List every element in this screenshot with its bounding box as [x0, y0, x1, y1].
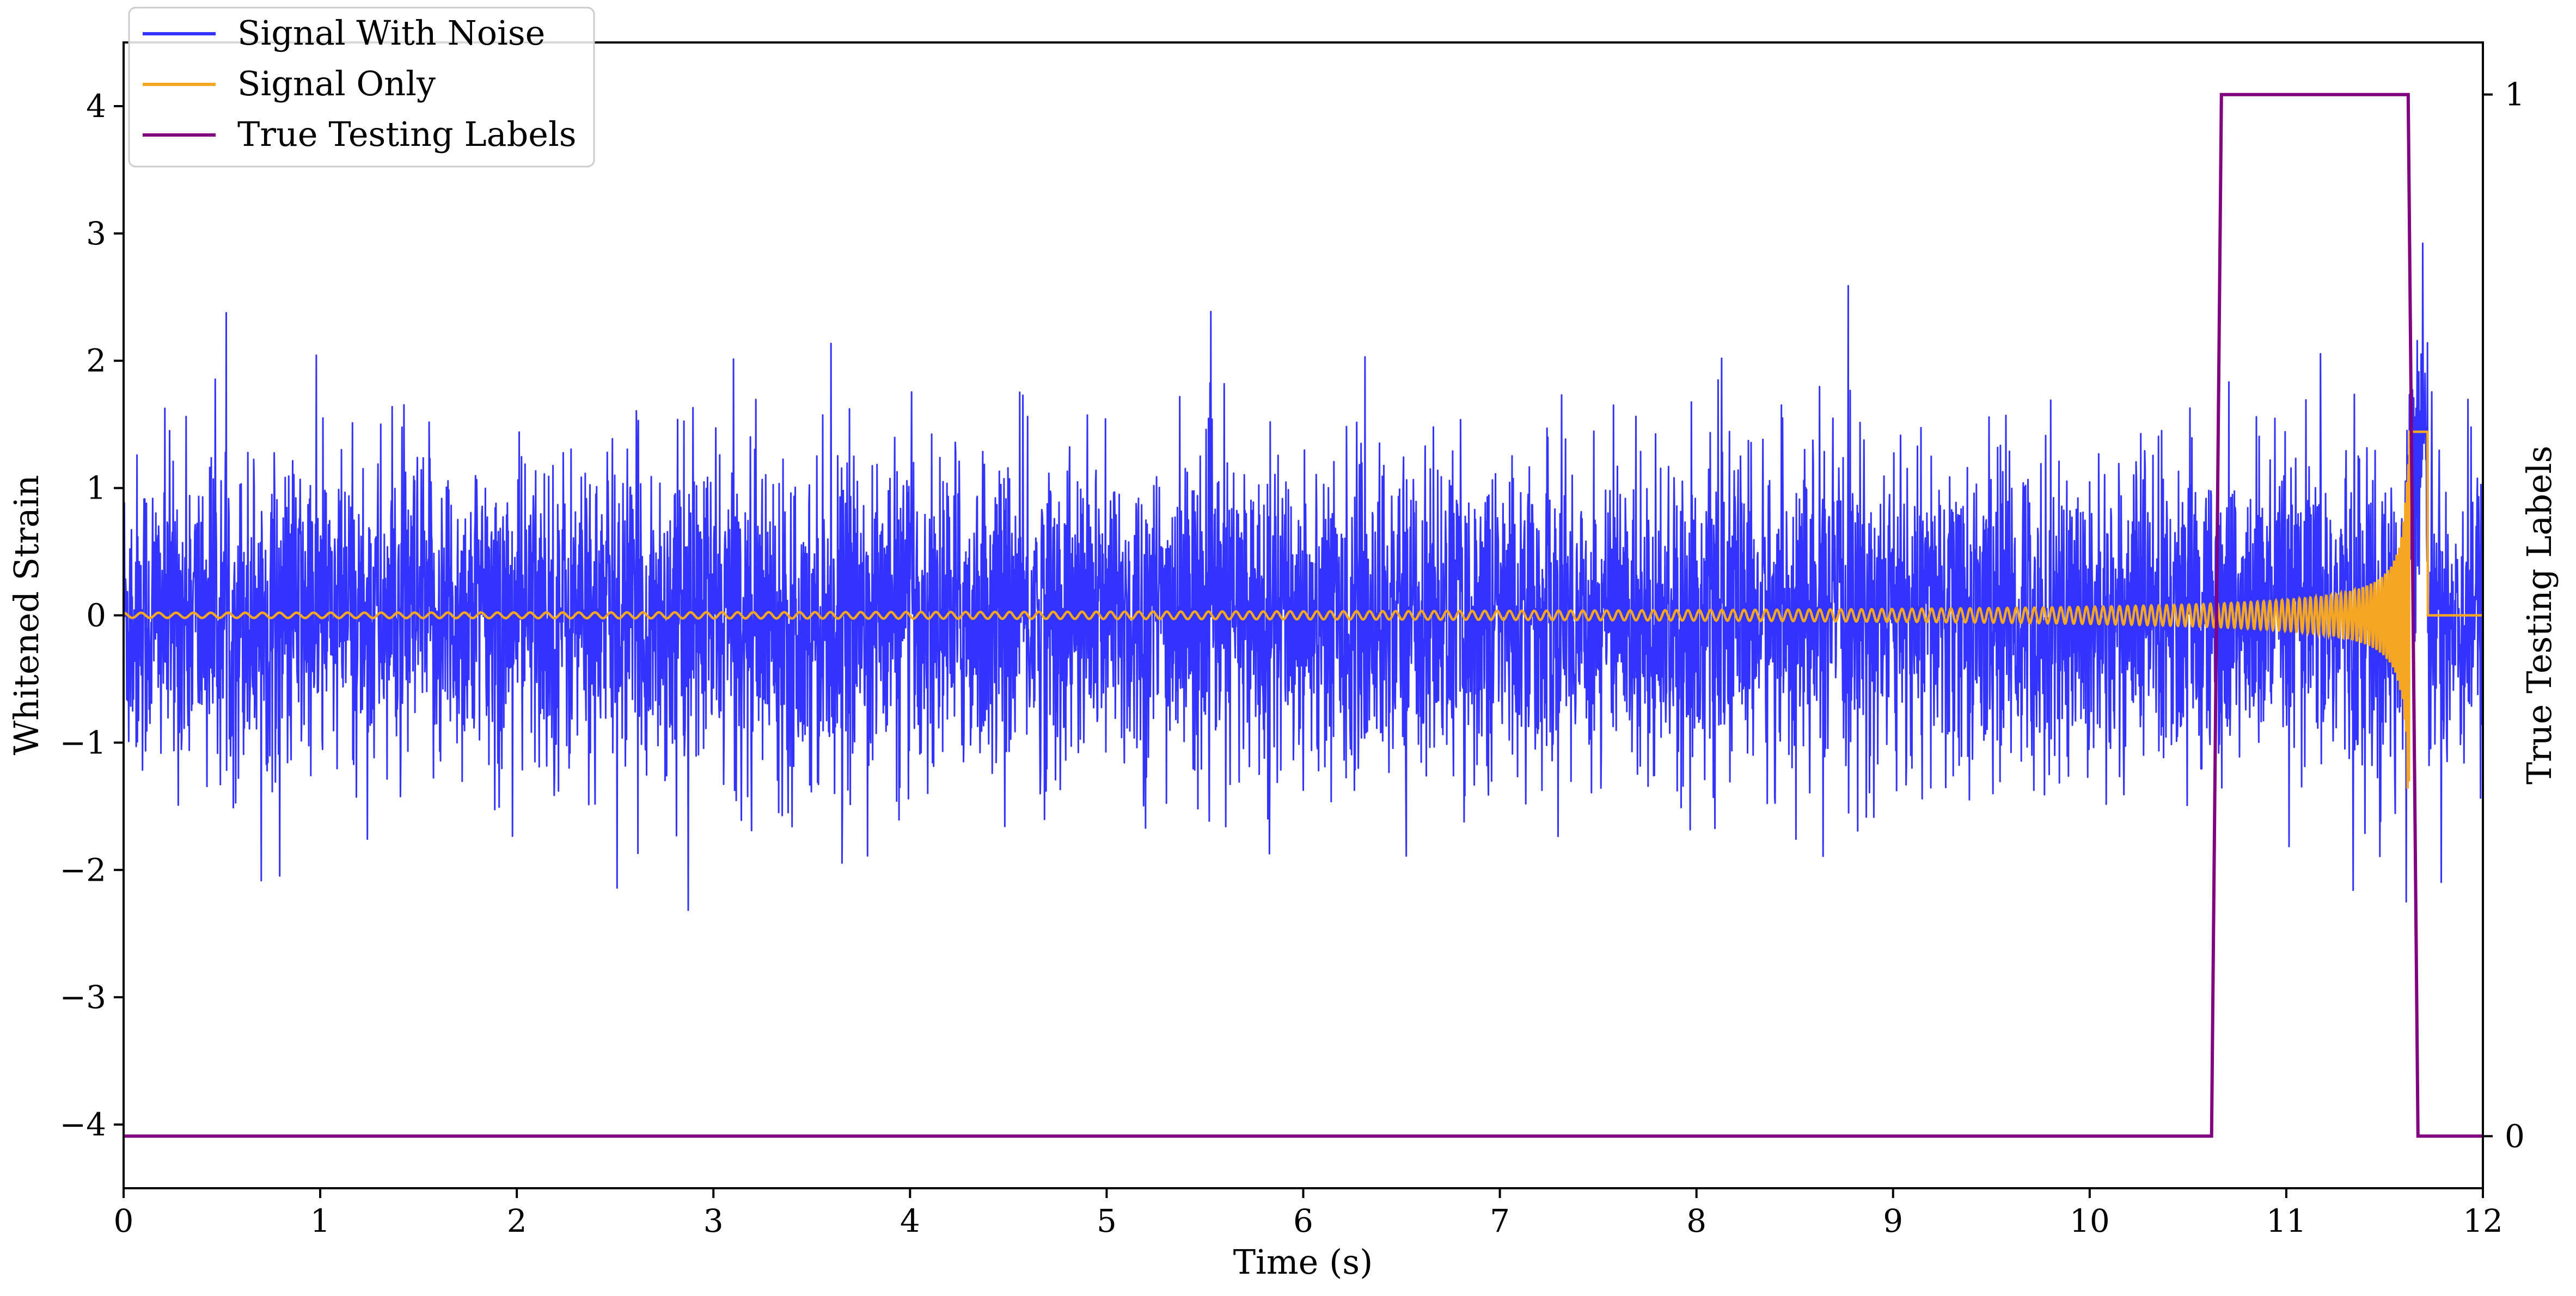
x-axis: 0 1 2 3 4 5 6 7 8 9 10 11 12: [114, 1188, 2503, 1239]
y-tick-label: 0: [86, 597, 106, 634]
x-tick-label: 8: [1686, 1202, 1706, 1239]
x-tick-label: 2: [507, 1202, 527, 1239]
x-tick-label: 3: [703, 1202, 724, 1239]
x-tick-label: 10: [2070, 1202, 2110, 1239]
legend-box: [128, 7, 595, 168]
y-axis-title: Whitened Strain: [7, 475, 46, 756]
y-tick-label: −4: [60, 1106, 107, 1143]
y-tick-label: −3: [60, 979, 107, 1016]
y-tick-label: 3: [86, 215, 106, 252]
y2-tick-label: 1: [2505, 76, 2525, 113]
legend-label-true-testing-labels: True Testing Labels: [237, 114, 577, 154]
x-tick-label: 4: [900, 1202, 920, 1239]
legend-label-signal-with-noise: Signal With Noise: [237, 13, 545, 53]
x-tick-label: 12: [2463, 1202, 2503, 1239]
x-tick-label: 0: [114, 1202, 134, 1239]
x-tick-label: 5: [1097, 1202, 1117, 1239]
x-tick-label: 11: [2266, 1202, 2306, 1239]
y-tick-label: 4: [86, 88, 106, 125]
y-tick-label: −1: [60, 724, 107, 761]
x-tick-label: 1: [310, 1202, 331, 1239]
x-axis-title: Time (s): [1233, 1242, 1373, 1282]
y-tick-label: 2: [86, 342, 106, 379]
y-axis-right: 01: [2483, 76, 2525, 1154]
y-tick-label: 1: [86, 470, 106, 507]
series-line-signal-with-noise: [124, 242, 2483, 911]
x-tick-label: 6: [1293, 1202, 1313, 1239]
x-tick-label: 9: [1883, 1202, 1903, 1239]
y-tick-label: −2: [60, 851, 107, 888]
y2-tick-label: 0: [2505, 1117, 2525, 1154]
y-axis-left: −4 −3 −2 −1 0 1 2 3 4: [60, 88, 124, 1143]
legend: Signal With Noise Signal Only True Testi…: [128, 7, 595, 168]
x-tick-label: 7: [1490, 1202, 1510, 1239]
y2-axis-title: True Testing Labels: [2519, 446, 2559, 785]
legend-label-signal-only: Signal Only: [237, 64, 436, 103]
series-line-true-testing-labels: [124, 93, 2483, 1138]
series-line-signal-only: [124, 430, 2483, 789]
